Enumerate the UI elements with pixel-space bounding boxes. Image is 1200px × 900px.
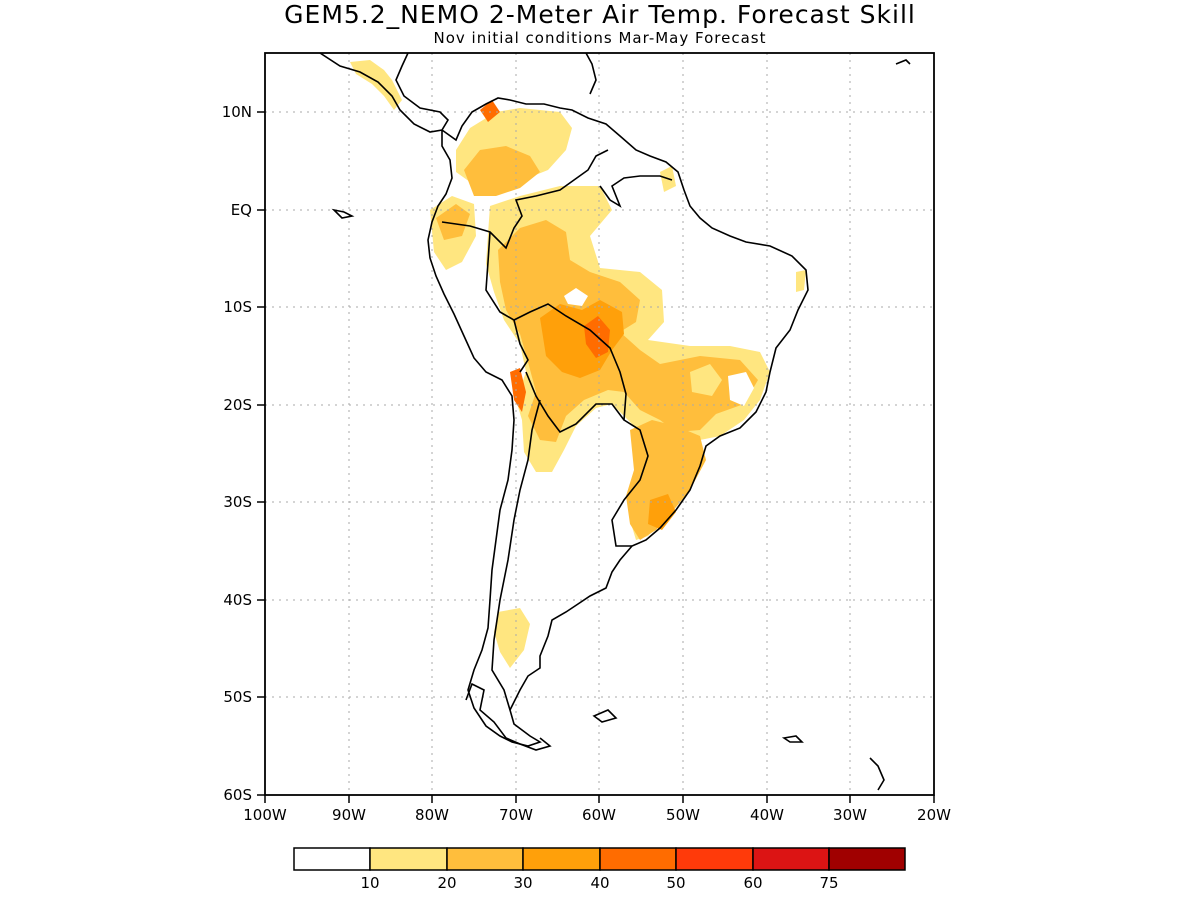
legend-swatch — [599, 847, 677, 871]
legend-swatch — [369, 847, 448, 871]
lat-tick-label: 30S — [223, 493, 252, 511]
lon-tick-labels: 100W 90W 80W 70W 60W 50W 40W 30W 20W — [243, 806, 951, 824]
lon-tick-label: 80W — [415, 806, 449, 824]
tick-marks — [257, 111, 935, 803]
legend-level-label: 20 — [437, 874, 456, 892]
lat-tick-label: 20S — [223, 396, 252, 414]
legend-level-label: 75 — [819, 874, 838, 892]
legend-level-label: 60 — [743, 874, 762, 892]
lat-tick-label: 40S — [223, 591, 252, 609]
lat-tick-label: 10S — [223, 298, 252, 316]
lat-tick-label: EQ — [231, 201, 252, 219]
lon-tick-label: 60W — [582, 806, 616, 824]
legend-swatch — [752, 847, 830, 871]
legend-swatch — [293, 847, 371, 871]
legend-level-label: 40 — [590, 874, 609, 892]
lat-tick-labels: 10N EQ 10S 20S 30S 40S 50S 60S — [222, 103, 252, 804]
legend-swatch — [828, 847, 906, 871]
lon-tick-label: 70W — [499, 806, 533, 824]
lon-tick-label: 20W — [917, 806, 951, 824]
grid-lines — [265, 53, 934, 795]
lon-tick-label: 30W — [833, 806, 867, 824]
legend-swatch — [522, 847, 601, 871]
lon-tick-label: 40W — [750, 806, 784, 824]
color-legend: 10 20 30 40 50 60 75 — [293, 847, 906, 892]
map-title: GEM5.2_NEMO 2-Meter Air Temp. Forecast S… — [284, 0, 916, 29]
map-subtitle: Nov initial conditions Mar-May Forecast — [433, 29, 767, 47]
lon-tick-label: 50W — [666, 806, 700, 824]
lon-tick-label: 100W — [243, 806, 287, 824]
legend-swatch — [446, 847, 524, 871]
legend-level-label: 50 — [666, 874, 685, 892]
lat-tick-label: 50S — [223, 688, 252, 706]
skill-shading — [350, 60, 806, 668]
lat-tick-label: 60S — [223, 786, 252, 804]
lat-tick-label: 10N — [222, 103, 252, 121]
coastline — [319, 53, 911, 791]
legend-swatch — [675, 847, 754, 871]
legend-level-label: 10 — [360, 874, 379, 892]
lon-tick-label: 90W — [332, 806, 366, 824]
legend-level-label: 30 — [513, 874, 532, 892]
